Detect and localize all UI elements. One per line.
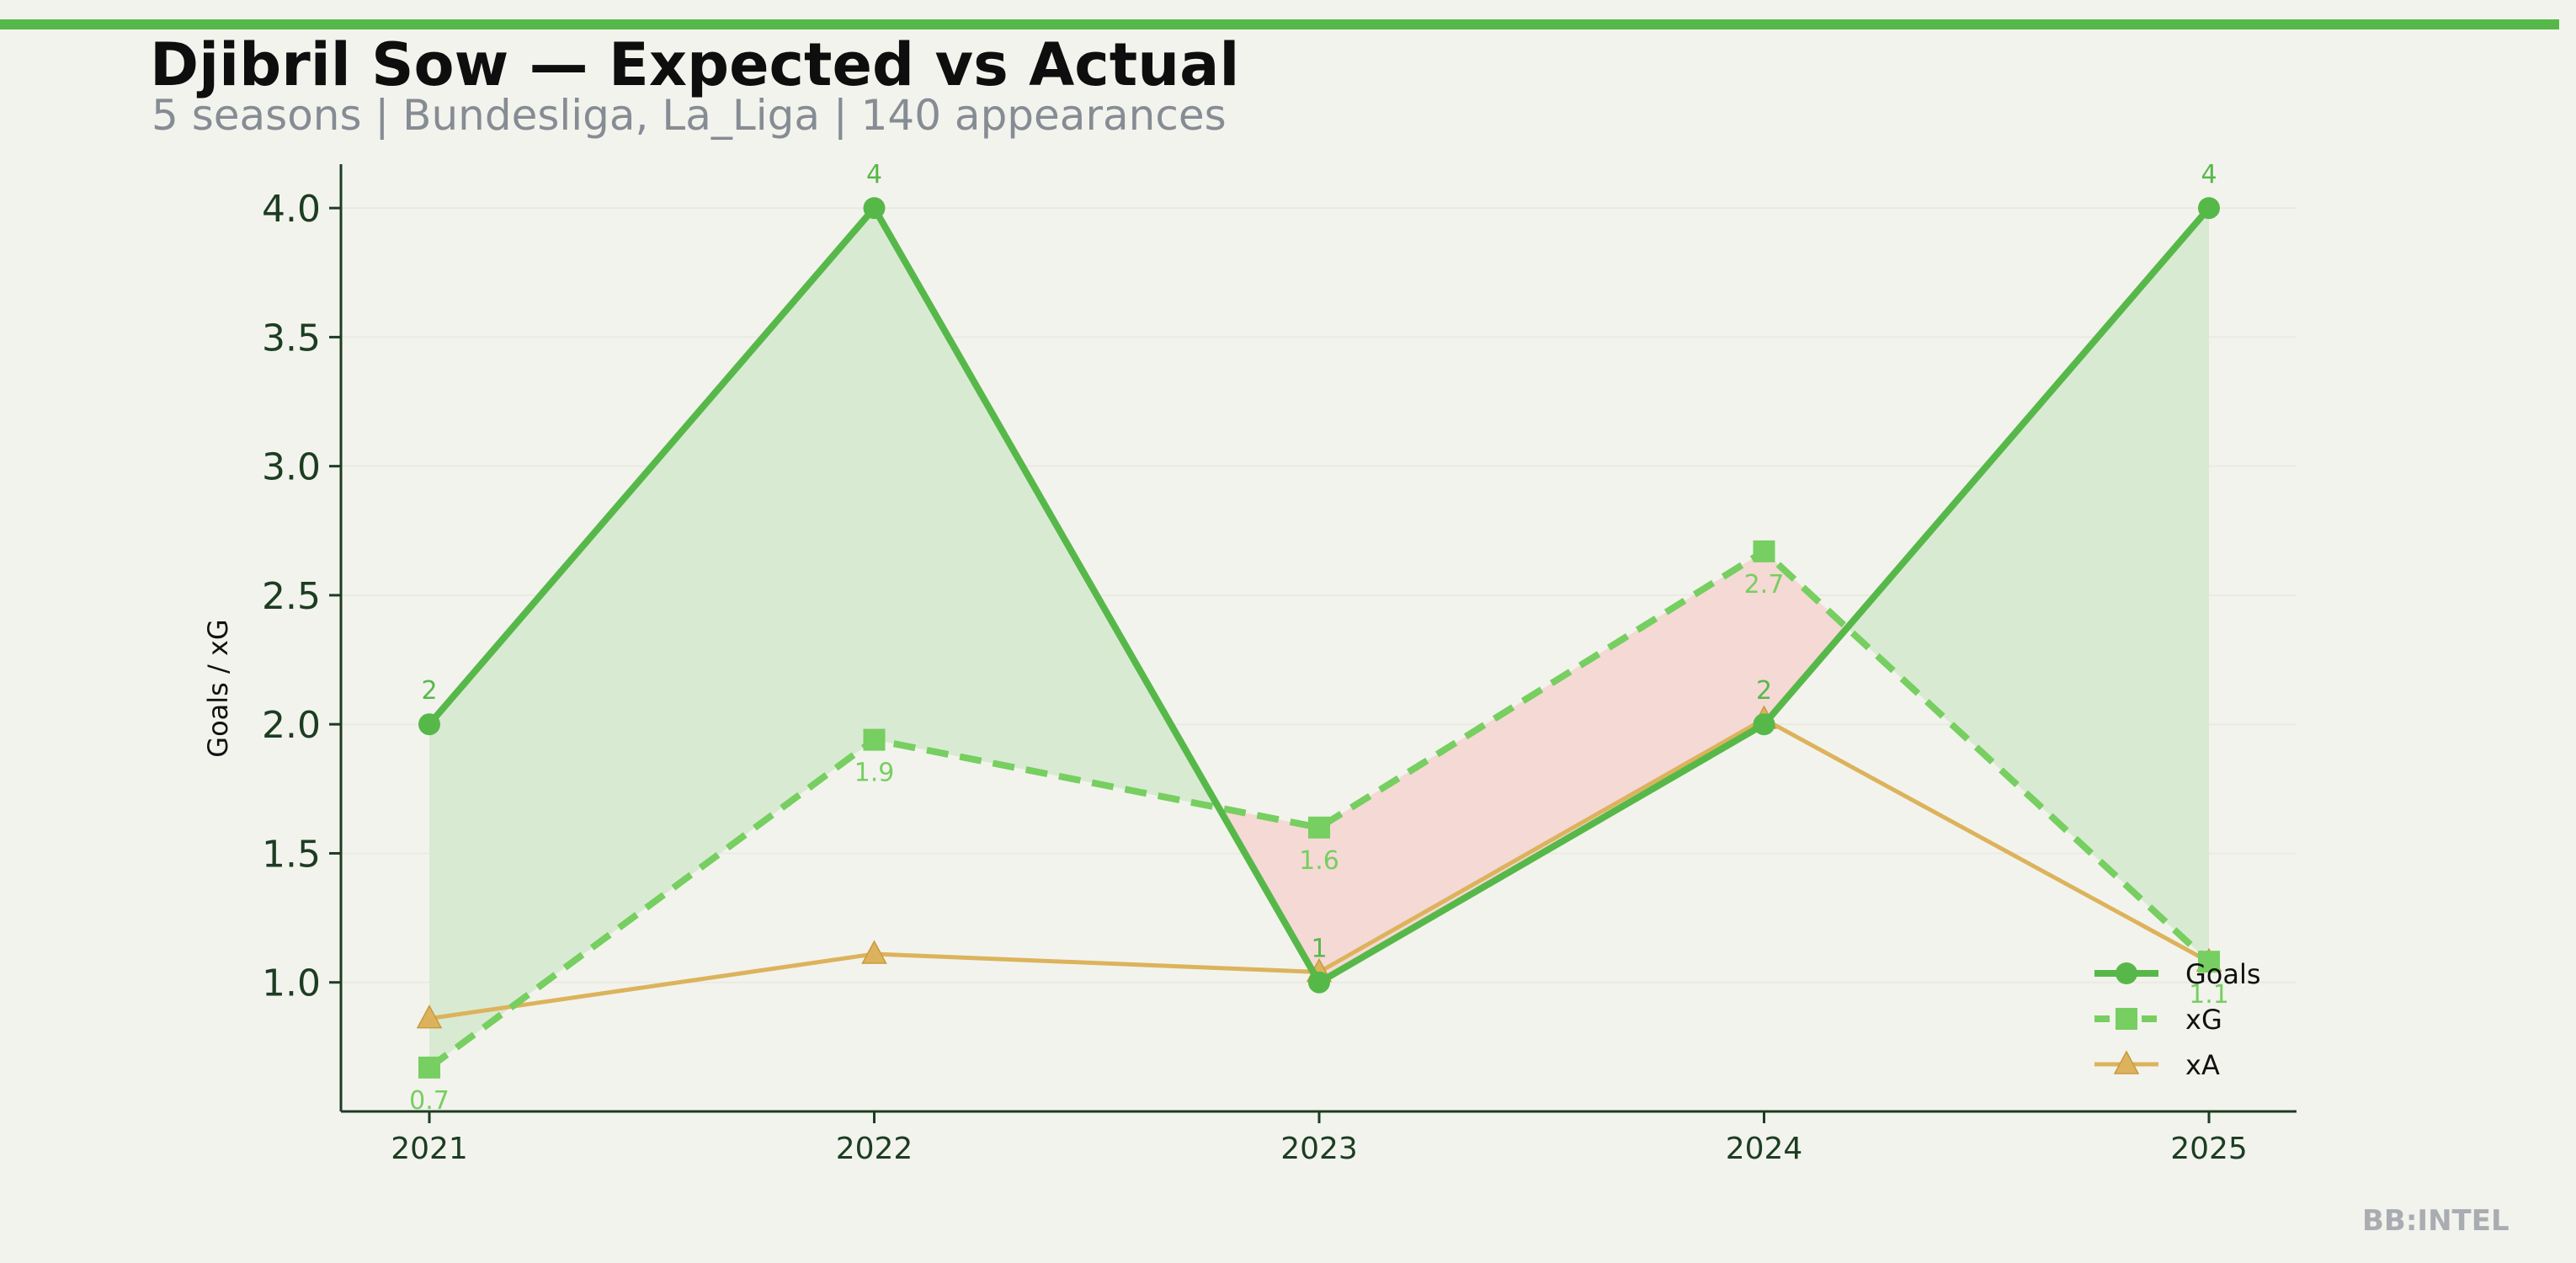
y-tick-label: 3.0	[262, 446, 321, 489]
underperformance-area	[1319, 551, 1764, 983]
chart-title: Djibril Sow — Expected vs Actual	[150, 30, 1240, 99]
point-goals	[1753, 713, 1775, 736]
data-labels: 2 4 1 2 4 0.7 1.9 1.6 2.7 1.1	[409, 160, 2229, 1116]
x-tick-label: 2024	[1726, 1132, 1803, 1166]
legend-marker-goals	[2116, 962, 2137, 984]
y-axis-label: Goals / xG	[202, 619, 234, 757]
data-label-xg: 1.9	[854, 759, 895, 788]
chart-subtitle: 5 seasons | Bundesliga, La_Liga | 140 ap…	[152, 91, 1227, 140]
legend-marker-xg	[2116, 1008, 2137, 1030]
legend-marker-xa	[2113, 1050, 2140, 1074]
legend-label-xg: xG	[2185, 1004, 2222, 1036]
data-label-xg: 2.7	[1744, 570, 1785, 600]
y-tick-label: 2.0	[262, 704, 321, 747]
axes: 1.0 1.5 2.0 2.5 3.0 3.5 4.0 2021 2022 2023 2024 202…	[202, 164, 2297, 1166]
data-label-xg: 0.7	[409, 1086, 450, 1116]
point-goals	[1308, 971, 1330, 994]
x-tick-label: 2022	[836, 1132, 913, 1166]
x-tick-label: 2021	[391, 1132, 468, 1166]
point-xa	[861, 940, 887, 964]
data-label-goals: 2	[421, 676, 437, 706]
series-line-xg	[427, 547, 2211, 1071]
point-xg	[1753, 540, 1775, 562]
data-label-goals: 1	[1311, 935, 1327, 964]
underperformance-area	[1764, 551, 1848, 725]
y-tick-label: 3.5	[262, 317, 321, 360]
data-label-goals: 4	[866, 160, 882, 189]
overperformance-area	[429, 208, 875, 1068]
data-label-goals: 2	[1756, 676, 1772, 706]
y-tick-label: 4.0	[262, 188, 321, 231]
y-tick-label: 1.0	[262, 962, 321, 1005]
point-goals	[2198, 197, 2220, 220]
y-tick-label: 1.5	[262, 833, 321, 876]
data-label-goals: 4	[2201, 160, 2217, 189]
brand-watermark: BB:INTEL	[2362, 1204, 2509, 1238]
data-label-xg: 1.6	[1299, 846, 1339, 876]
y-tick-label: 2.5	[262, 575, 321, 618]
point-xg	[418, 1056, 440, 1079]
overperformance-area	[1847, 208, 2209, 962]
point-goals	[863, 197, 886, 220]
x-tick-label: 2025	[2170, 1132, 2248, 1166]
point-xg	[863, 728, 886, 751]
series	[416, 197, 2222, 1079]
x-tick-label: 2023	[1280, 1132, 1358, 1166]
point-xg	[1308, 816, 1330, 839]
data-label-xg: 1.1	[2189, 980, 2229, 1010]
point-goals	[418, 713, 440, 736]
legend: Goals xG xA	[2094, 958, 2261, 1081]
legend-label-goals: Goals	[2185, 958, 2261, 990]
point-xg	[2198, 951, 2220, 973]
point-xa	[416, 1005, 443, 1029]
legend-label-xa: xA	[2185, 1049, 2220, 1081]
accent-bar	[0, 19, 2559, 29]
